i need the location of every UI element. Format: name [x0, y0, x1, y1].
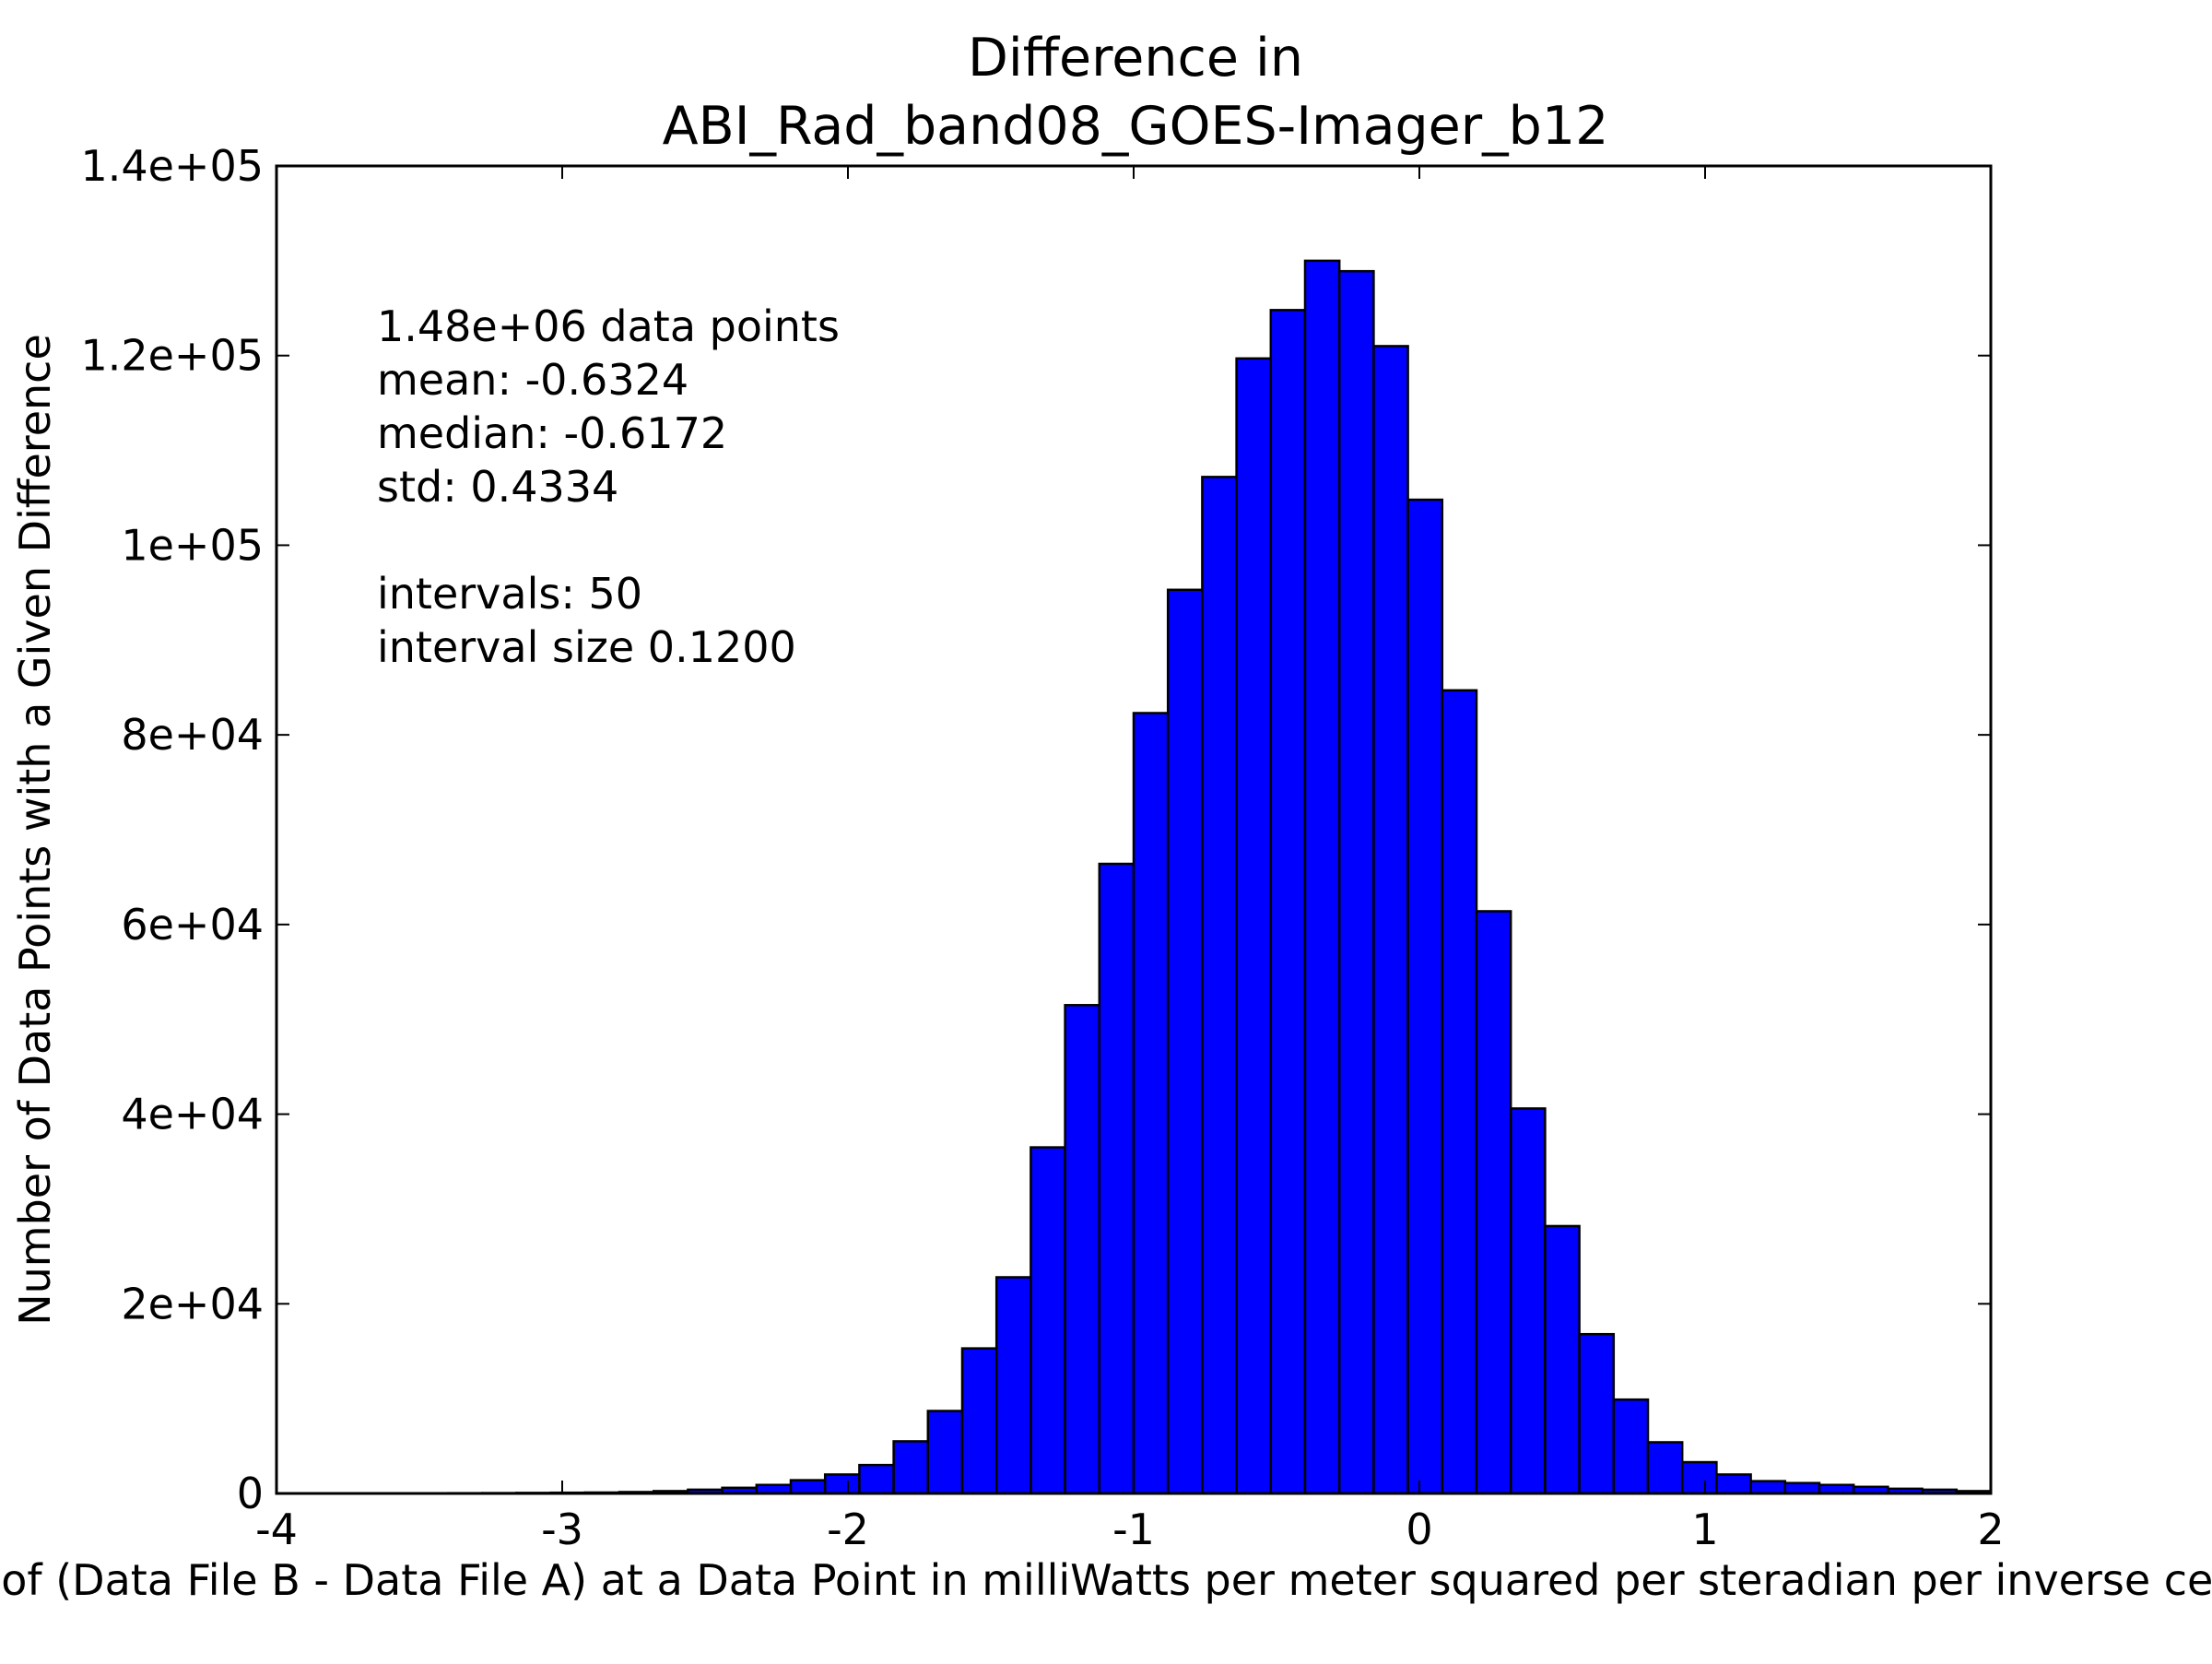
histogram-bar	[825, 1474, 859, 1493]
histogram-bar	[1065, 1005, 1100, 1493]
x-tick-label: 1	[1691, 1505, 1718, 1554]
stats-annotation-line: median: -0.6172	[377, 408, 727, 458]
histogram-bar	[894, 1441, 928, 1493]
histogram-bar	[791, 1481, 825, 1493]
histogram-bar	[1477, 911, 1511, 1493]
y-tick-label: 0	[237, 1469, 264, 1518]
histogram-bar	[1545, 1226, 1579, 1493]
stats-annotation-line: mean: -0.6324	[377, 355, 688, 405]
histogram-bar	[1030, 1148, 1065, 1493]
y-tick-label: 4e+04	[121, 1090, 264, 1139]
histogram-bar	[1716, 1474, 1750, 1493]
stats-annotation-line: 1.48e+06 data points	[377, 301, 840, 351]
x-tick-label: -1	[1112, 1505, 1155, 1554]
histogram-bar	[1373, 346, 1407, 1493]
histogram-bar	[1134, 713, 1168, 1493]
histogram-bar	[1237, 359, 1271, 1493]
histogram-bar	[928, 1411, 962, 1493]
histogram-bar	[1648, 1442, 1682, 1493]
histogram-bar	[962, 1349, 996, 1493]
histogram-bar	[996, 1277, 1030, 1493]
y-tick-label: 1e+05	[121, 520, 264, 570]
histogram-bar	[1751, 1481, 1785, 1493]
x-tick-label: 0	[1406, 1505, 1432, 1554]
y-axis-label: Number of Data Points with a Given Diffe…	[10, 334, 60, 1326]
histogram-bar	[1442, 690, 1477, 1493]
y-tick-label: 6e+04	[121, 900, 264, 950]
y-tick-label: 1.4e+05	[80, 141, 264, 191]
y-tick-label: 2e+04	[121, 1279, 264, 1328]
x-tick-label: 2	[1977, 1505, 2004, 1554]
histogram-bar	[1580, 1334, 1614, 1493]
histogram-bar	[1271, 310, 1305, 1493]
chart-title-line1: Difference in	[968, 28, 1303, 89]
histogram-bar	[859, 1465, 893, 1493]
histogram-bar	[1785, 1483, 1819, 1493]
histogram-bar	[1305, 261, 1339, 1493]
stats-annotation-line: interval size 0.1200	[377, 622, 796, 672]
x-tick-label: -3	[541, 1505, 583, 1554]
histogram-bar	[1614, 1399, 1648, 1493]
histogram-bar	[1408, 500, 1442, 1493]
histogram-bar	[1682, 1462, 1716, 1493]
stats-annotation-line: std: 0.4334	[377, 462, 618, 512]
histogram-bar	[1339, 271, 1373, 1493]
x-tick-label: -2	[827, 1505, 869, 1554]
histogram-bar	[1100, 864, 1134, 1493]
y-tick-label: 8e+04	[121, 710, 264, 760]
x-axis-label: Value of (Data File B - Data File A) at …	[0, 1555, 2212, 1605]
histogram-bar	[1202, 477, 1236, 1493]
histogram-bar	[1168, 590, 1202, 1493]
stats-annotation-line: intervals: 50	[377, 569, 642, 619]
chart-title-line2: ABI_Rad_band08_GOES-Imager_b12	[663, 96, 1609, 157]
histogram-bar	[1511, 1108, 1545, 1493]
y-tick-label: 1.2e+05	[80, 331, 264, 381]
